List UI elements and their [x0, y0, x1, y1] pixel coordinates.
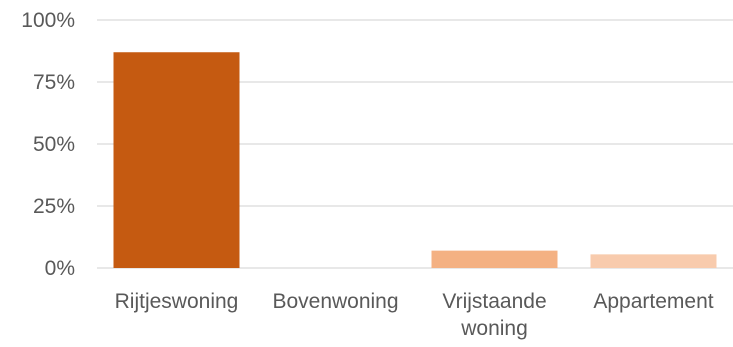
bars — [113, 52, 717, 268]
bar — [431, 250, 558, 268]
y-tick-label: 25% — [33, 195, 75, 218]
x-category-label: Appartement — [593, 290, 713, 313]
bar — [113, 52, 240, 268]
x-axis-labels: Rijtjeswoning Bovenwoning Vrijstaande wonin… — [115, 290, 714, 340]
x-category-label: Rijtjeswoning — [115, 290, 239, 313]
x-category-label: Vrijstaande woning — [442, 290, 546, 340]
x-category-label: Bovenwoning — [272, 290, 398, 313]
bar — [590, 254, 717, 268]
y-tick-label: 50% — [33, 133, 75, 156]
y-tick-label: 75% — [33, 71, 75, 94]
y-axis-ticks: 0% 25% 50% 75% 100% — [21, 9, 75, 280]
y-tick-label: 0% — [45, 257, 75, 280]
y-tick-label: 100% — [21, 9, 75, 32]
